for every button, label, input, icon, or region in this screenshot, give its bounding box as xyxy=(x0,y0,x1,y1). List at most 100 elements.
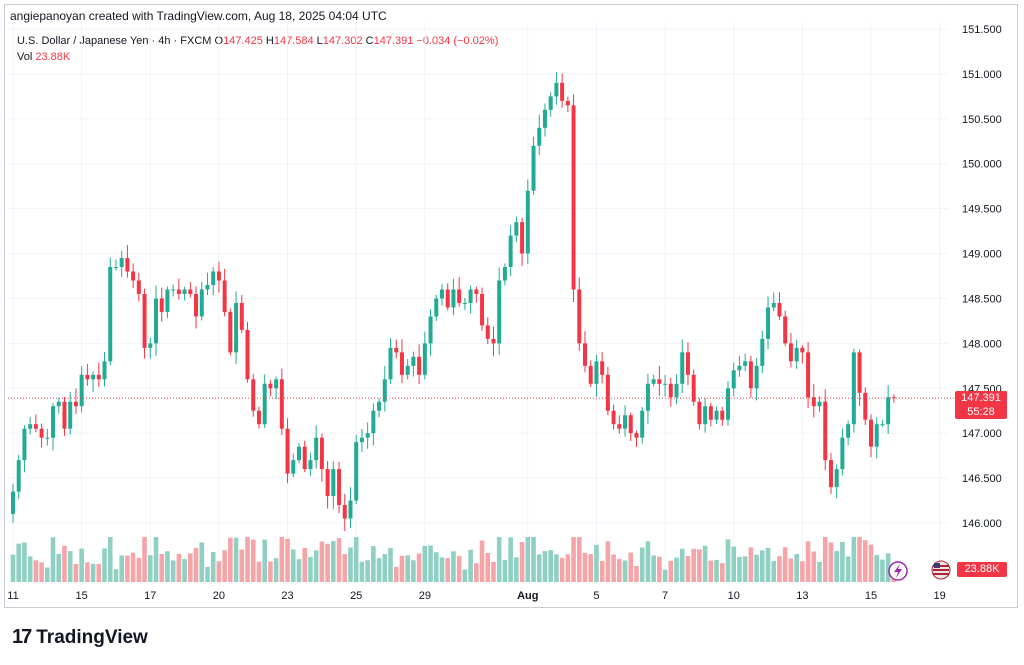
volume-bar xyxy=(622,560,628,582)
candle-body xyxy=(605,374,610,411)
volume-bar xyxy=(67,551,73,582)
candle-body xyxy=(857,352,862,393)
candle-body xyxy=(365,433,370,438)
volume-bar xyxy=(725,539,731,582)
candle-body xyxy=(720,410,725,420)
candle-body xyxy=(142,293,147,348)
candle-body xyxy=(171,289,176,291)
volume-bar xyxy=(285,538,290,582)
low-label: L xyxy=(316,35,323,47)
candle-body xyxy=(634,433,639,438)
candle-body xyxy=(485,325,490,339)
volume-bar xyxy=(147,555,153,582)
candle-body xyxy=(680,352,685,384)
tradingview-logo: 17 xyxy=(12,626,32,648)
candle-body xyxy=(285,428,290,474)
candle-body xyxy=(554,82,559,97)
candle-body xyxy=(279,379,284,429)
volume-bar xyxy=(113,569,119,582)
volume-bar xyxy=(754,554,759,582)
volume-bar xyxy=(525,537,531,582)
volume-bar xyxy=(336,538,342,582)
volume-bar xyxy=(588,554,594,582)
volume-bar xyxy=(880,559,885,582)
volume-bar xyxy=(411,560,416,582)
candle-body xyxy=(657,379,662,384)
close-value: 147.391 xyxy=(373,35,414,47)
candle-body xyxy=(102,361,107,380)
volume-bar xyxy=(817,561,822,582)
volume-bar xyxy=(594,544,599,582)
lightning-icon[interactable] xyxy=(888,561,908,581)
volume-bar xyxy=(193,548,199,582)
volume-bar xyxy=(840,541,845,582)
candle-body xyxy=(445,289,450,308)
candle-body xyxy=(474,289,479,294)
low-value: 147.302 xyxy=(322,35,363,47)
candle-body xyxy=(11,491,15,515)
volume-bar xyxy=(10,554,16,582)
candle-body xyxy=(571,105,576,290)
candle-body xyxy=(434,298,439,317)
candle-body xyxy=(731,370,736,389)
candle-body xyxy=(777,302,782,317)
close-label: C xyxy=(365,35,374,47)
volume-bar xyxy=(422,545,428,582)
volume-bar xyxy=(857,537,862,582)
candle-body xyxy=(354,442,359,501)
volume-bar xyxy=(771,560,777,582)
volume-bar xyxy=(468,549,473,582)
volume-bar xyxy=(708,560,714,582)
candle-body xyxy=(62,401,67,429)
candle-body xyxy=(22,428,27,461)
volume-bar xyxy=(319,541,325,582)
volume-bar xyxy=(182,559,187,582)
candle-body xyxy=(651,379,656,384)
candle-body xyxy=(800,347,805,353)
candle-body xyxy=(600,361,605,375)
candle-body xyxy=(811,397,816,407)
volume-bar xyxy=(651,555,656,582)
volume-label[interactable]: Vol xyxy=(17,51,33,63)
volume-bar xyxy=(548,550,553,582)
candle-body xyxy=(428,316,433,344)
candle-body xyxy=(108,267,113,362)
candle-body xyxy=(176,289,181,294)
price-tick-label: 149.000 xyxy=(962,249,1002,261)
volume-bar xyxy=(359,561,365,582)
time-axis[interactable]: 11 15 17 20 23 25 29 Aug 5 7 10 13 15 19 xyxy=(7,590,945,602)
candle-body xyxy=(817,401,822,407)
time-tick-label: 19 xyxy=(934,590,946,602)
candle-body xyxy=(880,424,885,426)
volume-bar xyxy=(828,542,834,582)
volume-bar xyxy=(96,563,102,582)
volume-bar xyxy=(800,561,805,582)
volume-bar xyxy=(542,551,548,582)
volume-bar xyxy=(250,539,256,582)
volume-bars xyxy=(10,537,897,582)
us-flag-icon[interactable] xyxy=(931,560,951,580)
volume-bar xyxy=(73,563,79,582)
volume-bar xyxy=(165,551,170,582)
candle-body xyxy=(440,289,444,299)
volume-bar xyxy=(462,569,468,582)
symbol-title[interactable]: U.S. Dollar / Japanese Yen · 4h · FXCM xyxy=(17,35,212,47)
volume-bar xyxy=(685,556,691,582)
volume-bar xyxy=(834,550,839,582)
candle-body xyxy=(33,424,38,429)
candle-body xyxy=(628,415,633,434)
open-value: 147.425 xyxy=(223,35,263,47)
candle-body xyxy=(617,424,622,429)
chart-frame xyxy=(4,4,1018,608)
volume-bar xyxy=(782,547,788,582)
price-tick-label: 150.500 xyxy=(962,114,1002,126)
candle-body xyxy=(806,352,811,398)
volume-bar xyxy=(382,554,388,582)
volume-bar xyxy=(222,550,227,582)
price-axis[interactable]: 146.000146.500147.000147.500148.000148.5… xyxy=(962,24,1002,530)
candle-body xyxy=(674,383,679,398)
candle-body xyxy=(846,424,851,438)
volume-bar xyxy=(290,549,296,582)
volume-bar xyxy=(691,548,696,582)
